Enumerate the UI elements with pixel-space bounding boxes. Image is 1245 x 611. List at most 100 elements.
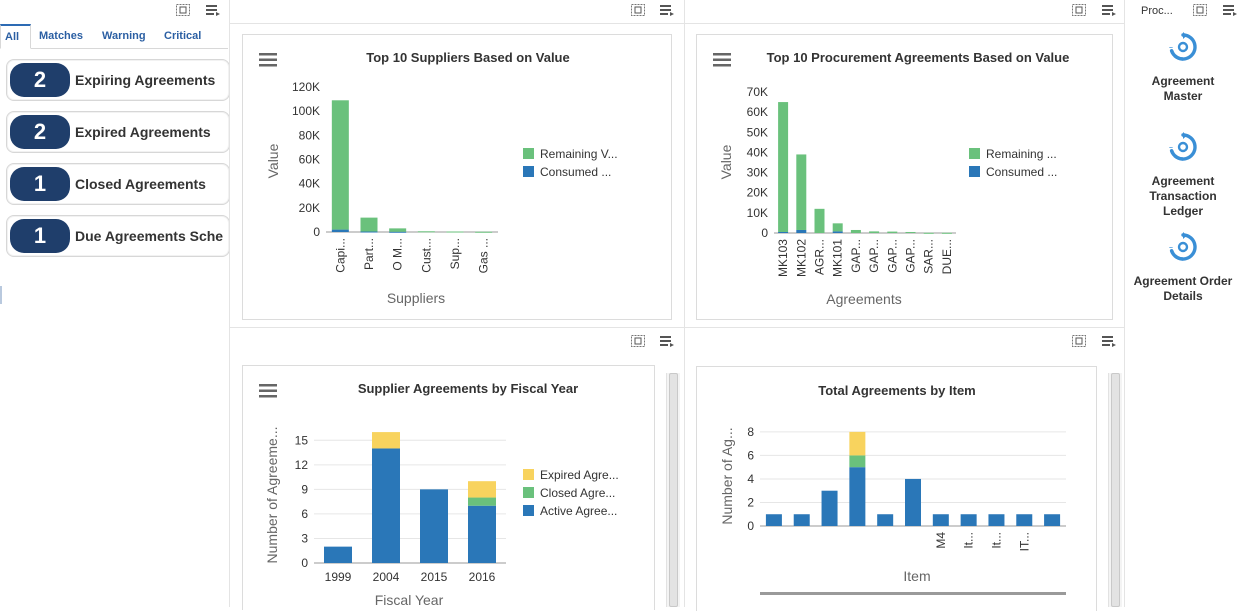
y-tick-label: 8 [747, 425, 754, 439]
link-agreement-transaction-ledger[interactable]: Agreement Transaction Ledger [1128, 132, 1238, 219]
bar-segment [905, 231, 916, 233]
chart-menu-icon[interactable] [259, 384, 277, 398]
y-tick-label: 2 [747, 495, 754, 509]
bar-segment [832, 223, 843, 232]
bar-segment [960, 514, 977, 526]
maximize-icon[interactable] [175, 3, 191, 17]
chart-title: Supplier Agreements by Fiscal Year [357, 381, 579, 396]
maximize-icon[interactable] [1192, 3, 1208, 17]
y-tick-label: 6 [747, 448, 754, 462]
link-label: Agreement Transaction Ledger [1149, 174, 1217, 218]
bar-segment [869, 231, 880, 233]
legend-swatch [523, 469, 534, 480]
maximize-icon[interactable] [1071, 3, 1087, 17]
y-tick-label: 70K [747, 85, 768, 99]
alert-card-closed[interactable]: 1 Closed Agreements [6, 163, 230, 205]
scrollbar-thumb[interactable] [1111, 373, 1120, 607]
x-tick-label: MK102 [794, 239, 808, 277]
maximize-icon[interactable] [630, 3, 646, 17]
bar-segment [832, 231, 843, 233]
suppliers-chart-panel: Top 10 Suppliers Based on Value [242, 34, 672, 320]
items-chart: 0 2 4 6 8 M4 It... It... IT... Item Number of Ag..… [719, 425, 1066, 595]
chart-title: Total Agreements by Item [818, 383, 976, 398]
x-tick-label: 1999 [325, 570, 352, 584]
actions-menu-icon[interactable] [659, 334, 675, 348]
links-panel-title: Proc... [1141, 5, 1173, 17]
x-tick-label: MK101 [831, 239, 845, 277]
legend-swatch [969, 148, 980, 159]
bar-segment [420, 489, 448, 563]
bar-segment [765, 514, 782, 526]
actions-menu-icon[interactable] [1222, 3, 1238, 17]
y-tick-label: 30K [747, 166, 768, 180]
bar-segment [417, 231, 435, 233]
actions-menu-icon[interactable] [659, 3, 675, 17]
x-tick-label: O M... [391, 238, 405, 271]
bar-segment [796, 154, 807, 230]
y-tick-label: 60K [299, 153, 320, 167]
y-tick-label: 40K [299, 177, 320, 191]
bar-segment [372, 448, 400, 563]
legend-label: Consumed ... [540, 165, 611, 179]
x-tick-label: AGR... [813, 239, 827, 275]
maximize-icon[interactable] [630, 334, 646, 348]
bar-segment [778, 231, 789, 233]
bar-segment [849, 467, 866, 526]
vertical-scrollbar[interactable] [1108, 373, 1122, 607]
bar-segment [468, 505, 496, 563]
x-tick-label: Sup... [448, 238, 462, 269]
collapse-handle[interactable] [0, 286, 2, 304]
x-tick-label: GAP... [867, 239, 881, 273]
link-agreement-master[interactable]: Agreement Master [1128, 32, 1238, 104]
panel-divider [230, 327, 1124, 328]
y-axis-title: Value [718, 144, 734, 179]
bar-segment [372, 432, 400, 449]
bar-segment [778, 102, 789, 232]
x-tick-label: Gas ... [477, 238, 491, 273]
chart-menu-icon[interactable] [259, 53, 277, 67]
bar-segment [324, 546, 352, 563]
refresh-cycle-icon [1168, 132, 1198, 162]
link-agreement-order-details[interactable]: Agreement Order Details [1128, 232, 1238, 304]
y-tick-label: 40K [747, 145, 768, 159]
bar-segment [814, 208, 825, 233]
alert-card-due[interactable]: 1 Due Agreements Sche [6, 215, 230, 257]
alert-count-badge: 2 [10, 63, 70, 97]
legend-label: Remaining V... [540, 147, 618, 161]
vertical-scrollbar[interactable] [666, 373, 680, 607]
actions-menu-icon[interactable] [205, 3, 221, 17]
agreements-chart: 0 10K 20K 30K 40K 50K 60K 70K MK103 MK102 AGR... MK… [718, 85, 1057, 307]
tab-all[interactable]: All [0, 24, 31, 49]
scrollbar-thumb[interactable] [669, 373, 678, 607]
x-tick-label: SAR... [922, 239, 936, 274]
actions-menu-icon[interactable] [1101, 3, 1117, 17]
legend-swatch [523, 505, 534, 516]
chart-menu-icon[interactable] [713, 53, 731, 67]
bar-segment [389, 228, 407, 232]
x-tick-label: GAP... [849, 239, 863, 273]
tab-matches[interactable]: Matches [39, 30, 84, 42]
panel-divider [1124, 0, 1125, 607]
legend-label: Expired Agre... [540, 468, 619, 482]
refresh-cycle-icon [1168, 32, 1198, 62]
y-tick-label: 3 [301, 531, 308, 545]
bar-segment [923, 232, 934, 234]
alert-count-badge: 1 [10, 219, 70, 253]
bar-segment [446, 231, 464, 233]
x-tick-label: M4 [934, 532, 948, 549]
alert-card-expired[interactable]: 2 Expired Agreements [6, 111, 230, 153]
alert-card-expiring[interactable]: 2 Expiring Agreements [6, 59, 230, 101]
tab-critical[interactable]: Critical [164, 30, 202, 42]
x-tick-label: MK103 [776, 239, 790, 277]
maximize-icon[interactable] [1071, 334, 1087, 348]
y-tick-label: 20K [747, 186, 768, 200]
y-tick-label: 12 [295, 458, 309, 472]
legend-label: Consumed ... [986, 165, 1057, 179]
alert-count-badge: 2 [10, 115, 70, 149]
actions-menu-icon[interactable] [1101, 334, 1117, 348]
panel-divider [684, 0, 685, 607]
y-axis-title: Number of Ag... [719, 427, 735, 524]
alert-label: Closed Agreements [75, 176, 206, 192]
tab-warning[interactable]: Warning [102, 30, 146, 42]
x-axis-title: Agreements [826, 291, 901, 307]
